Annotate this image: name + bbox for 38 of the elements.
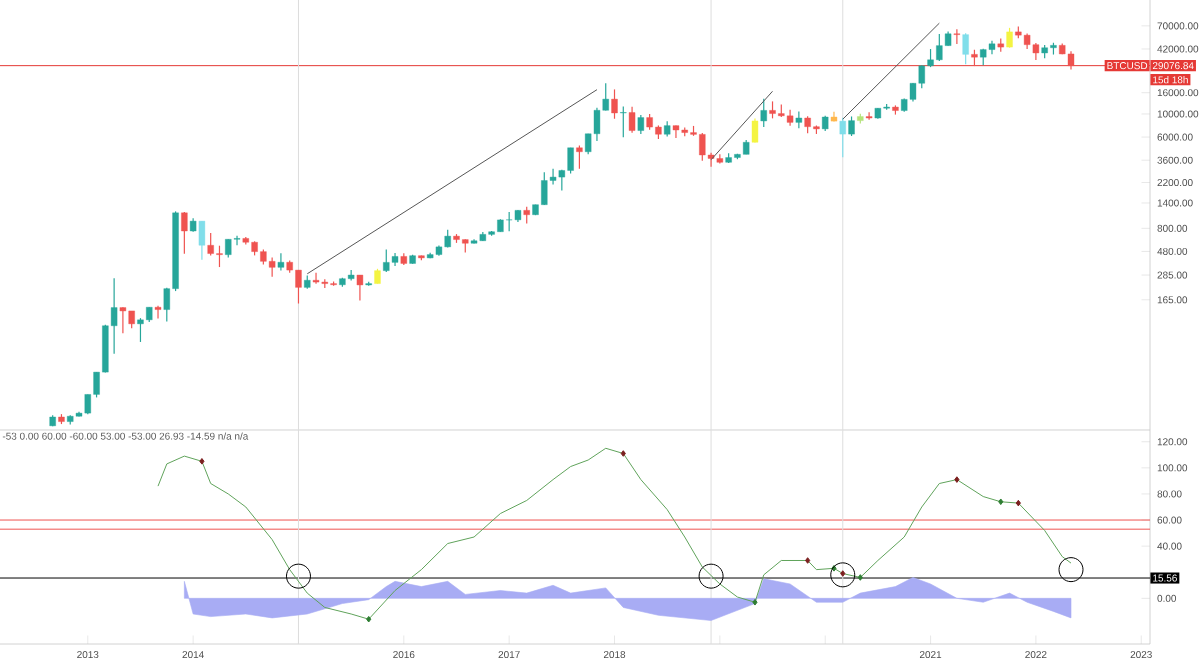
candlestick	[620, 105, 627, 138]
point	[366, 615, 372, 623]
candlestick	[277, 252, 285, 272]
candlestick	[848, 115, 855, 137]
candlestick	[119, 306, 127, 334]
candlestick	[1067, 50, 1075, 71]
point	[752, 598, 758, 606]
point	[830, 562, 856, 588]
candlestick	[611, 88, 618, 120]
candlestick	[953, 28, 961, 45]
candlestick	[356, 274, 364, 302]
point	[857, 574, 863, 581]
candlestick	[795, 110, 803, 129]
point	[1058, 557, 1084, 583]
candlestick	[576, 144, 583, 170]
point	[285, 563, 311, 589]
candlestick	[154, 305, 162, 320]
candlestick	[181, 211, 188, 255]
point	[998, 498, 1004, 506]
candlestick	[865, 111, 873, 121]
point	[620, 450, 626, 457]
point	[805, 557, 811, 564]
point	[1015, 499, 1021, 507]
candlestick	[751, 117, 759, 144]
candlestick	[1006, 27, 1013, 49]
candlestick	[312, 272, 320, 285]
point	[199, 458, 205, 465]
line-series	[157, 447, 1072, 620]
candlestick	[962, 32, 969, 65]
candlestick	[839, 117, 846, 158]
candlestick	[637, 114, 645, 135]
candlestick	[268, 256, 276, 278]
point	[954, 476, 960, 483]
candlestick	[628, 106, 636, 134]
candlestick	[760, 98, 767, 128]
point	[698, 563, 724, 589]
candlestick	[672, 124, 680, 139]
candlestick	[198, 220, 206, 261]
